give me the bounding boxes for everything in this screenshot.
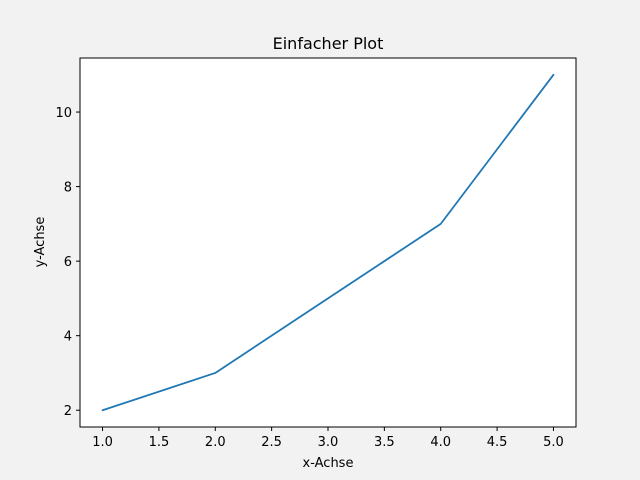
x-tick-label: 4.5 xyxy=(487,435,508,450)
y-tick-label: 6 xyxy=(64,255,72,270)
x-tick-label: 3.5 xyxy=(374,435,395,450)
y-axis-label: y-Achse xyxy=(33,217,48,268)
y-axis: 2 4 6 8 10 xyxy=(55,106,80,419)
series-line xyxy=(101,73,555,412)
x-tick-label: 3.0 xyxy=(318,435,339,450)
x-axis: 1.0 1.5 2.0 2.5 3.0 3.5 4.0 4.5 5.0 xyxy=(92,427,564,450)
y-tick-label: 10 xyxy=(55,106,72,121)
x-tick-label: 2.0 xyxy=(205,435,226,450)
x-tick-label: 2.5 xyxy=(261,435,282,450)
x-tick-label: 4.0 xyxy=(430,435,451,450)
series-layer xyxy=(101,73,555,412)
y-tick-label: 4 xyxy=(64,330,72,345)
x-tick-label: 1.0 xyxy=(92,435,113,450)
x-tick-label: 1.5 xyxy=(149,435,170,450)
y-tick-label: 8 xyxy=(64,181,72,196)
chart-title: Einfacher Plot xyxy=(273,34,384,53)
plot-area xyxy=(80,58,576,427)
x-tick-label: 5.0 xyxy=(543,435,564,450)
y-tick-label: 2 xyxy=(64,404,72,419)
x-axis-label: x-Achse xyxy=(303,456,354,471)
